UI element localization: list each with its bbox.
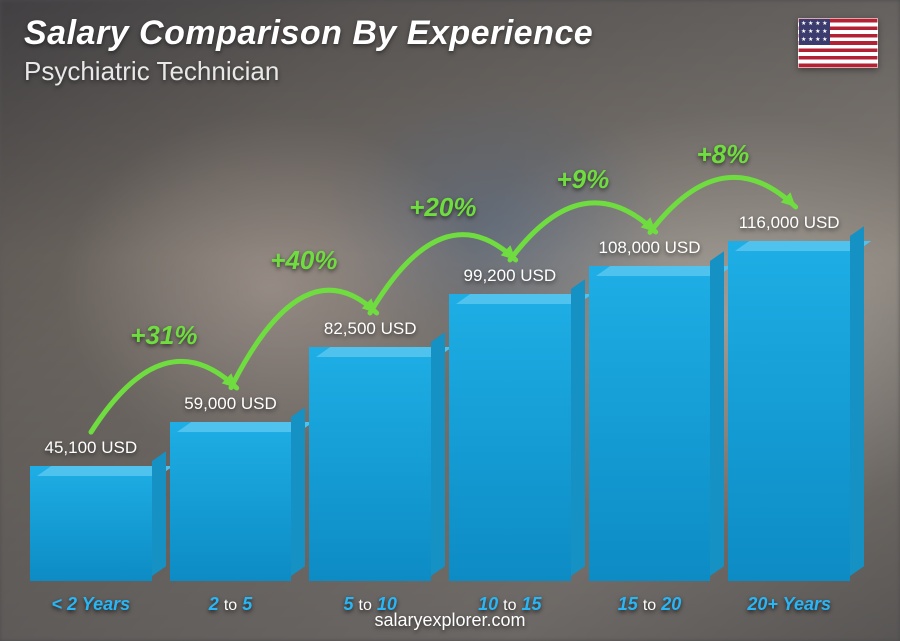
bar-shape [589,266,711,581]
bar-side-face [431,333,445,576]
country-flag-icon [798,18,878,68]
bar-chart: 45,100 USD< 2 Years59,000 USD2 to 582,50… [30,101,850,581]
growth-pct-label: +9% [556,164,609,194]
bar-side-face [152,451,166,576]
growth-pct-label: +8% [696,139,749,169]
chart-title: Salary Comparison By Experience [24,14,593,53]
bar-category-label: 20+ Years [747,594,831,615]
bar-0: 45,100 USD< 2 Years [30,438,152,581]
growth-pct-label: +40% [270,245,337,275]
bar-side-face [571,280,585,576]
bar-2: 82,500 USD5 to 10 [309,319,431,581]
bar-shape [309,347,431,581]
bar-category-label: < 2 Years [52,594,131,615]
bar-front-face [589,266,711,581]
bar-side-face [291,407,305,576]
bar-shape [30,466,152,581]
bar-value-label: 108,000 USD [598,238,700,258]
bar-front-face [309,347,431,581]
bar-front-face [170,422,292,581]
bar-value-label: 116,000 USD [739,213,840,233]
bar-category-label: 15 to 20 [618,594,681,615]
footer-source: salaryexplorer.com [374,610,525,631]
bar-value-label: 99,200 USD [464,266,557,286]
bar-shape [170,422,292,581]
bar-front-face [30,466,152,581]
bar-front-face [449,294,571,581]
bar-4: 108,000 USD15 to 20 [589,238,711,581]
bar-shape [728,241,850,581]
bar-value-label: 59,000 USD [184,394,277,414]
bar-value-label: 45,100 USD [45,438,138,458]
bar-3: 99,200 USD10 to 15 [449,266,571,581]
bar-front-face [728,241,850,581]
chart-subtitle: Psychiatric Technician [24,56,279,87]
bar-side-face [710,252,724,576]
bar-side-face [850,226,864,576]
bar-5: 116,000 USD20+ Years [728,213,850,581]
chart-container: Salary Comparison By Experience Psychiat… [0,0,900,641]
bar-shape [449,294,571,581]
growth-pct-label: +31% [130,320,197,350]
bar-category-label: 2 to 5 [209,594,252,615]
growth-pct-label: +20% [409,192,476,222]
bar-value-label: 82,500 USD [324,319,417,339]
bar-1: 59,000 USD2 to 5 [170,394,292,581]
